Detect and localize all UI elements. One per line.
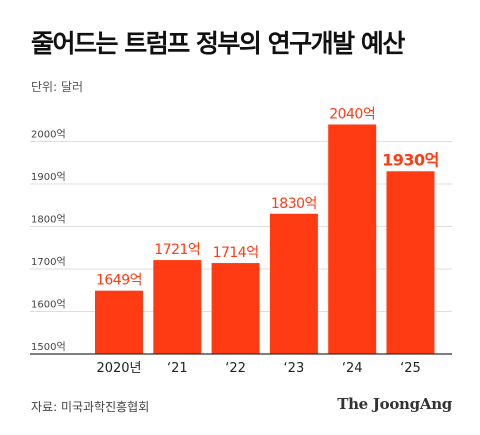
brand-logo: The JoongAng — [337, 395, 452, 413]
y-tick-label: 1700억 — [31, 256, 66, 268]
y-tick-label: 1900억 — [31, 171, 66, 183]
x-tick-label: ‘23 — [284, 361, 305, 376]
bar — [328, 124, 377, 354]
x-tick-label: ‘22 — [225, 361, 246, 376]
x-tick-label: ‘25 — [400, 361, 421, 376]
y-tick-label: 1500억 — [31, 341, 66, 353]
y-tick-label: 1800억 — [31, 214, 66, 226]
data-label: 1830억 — [271, 196, 317, 212]
unit-label: 단위: 달러 — [31, 80, 84, 94]
y-tick-label: 2000억 — [31, 129, 66, 141]
bar — [95, 290, 143, 354]
data-label: 2040억 — [329, 107, 375, 123]
bar — [153, 260, 202, 354]
source-note: 자료: 미국과학진흥협회 — [31, 400, 150, 414]
data-label: 1930억 — [382, 150, 439, 169]
x-tick-label: ‘21 — [167, 361, 188, 376]
x-tick-label: ‘24 — [342, 361, 363, 376]
bar — [211, 263, 260, 354]
data-label: 1714억 — [213, 245, 259, 261]
y-tick-label: 1600억 — [31, 299, 66, 311]
x-tick-label: 2020년 — [96, 361, 141, 376]
data-label: 1721억 — [154, 242, 200, 258]
bar — [269, 213, 318, 354]
bar — [386, 171, 435, 354]
chart-title: 줄어드는 트럼프 정부의 연구개발 예산 — [31, 29, 405, 58]
data-label: 1649억 — [96, 273, 142, 289]
